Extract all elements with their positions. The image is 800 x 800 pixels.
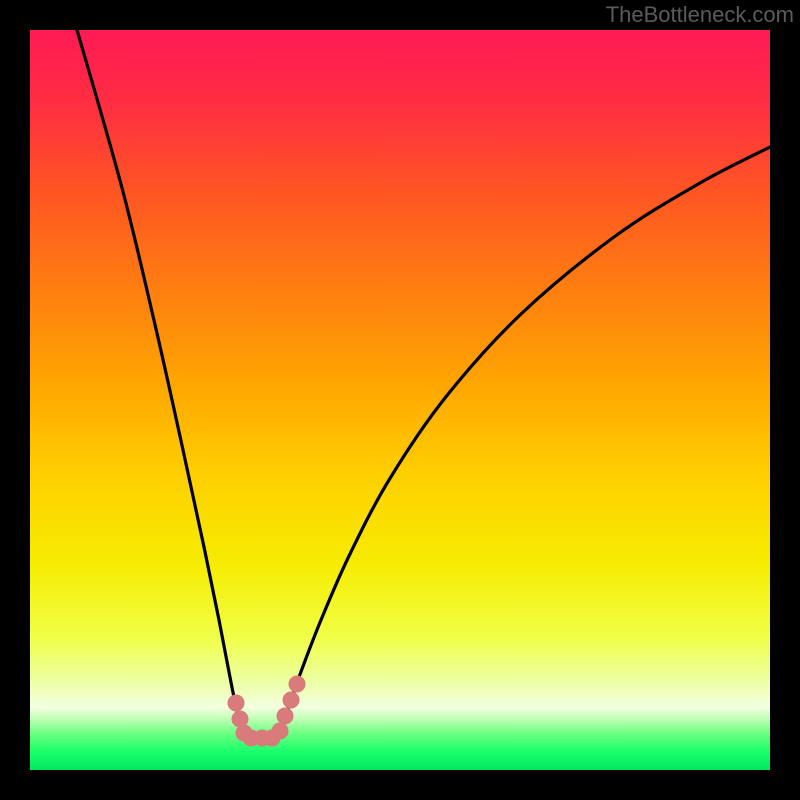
chart-plot-area [30, 30, 770, 770]
marker-point [228, 695, 244, 711]
chart-container: TheBottleneck.com [0, 0, 800, 800]
marker-point [289, 676, 305, 692]
marker-point [272, 723, 288, 739]
marker-point [232, 711, 248, 727]
marker-point [277, 708, 293, 724]
marker-point [283, 692, 299, 708]
attribution-text: TheBottleneck.com [606, 2, 794, 28]
bottleneck-curve-chart [0, 0, 800, 800]
